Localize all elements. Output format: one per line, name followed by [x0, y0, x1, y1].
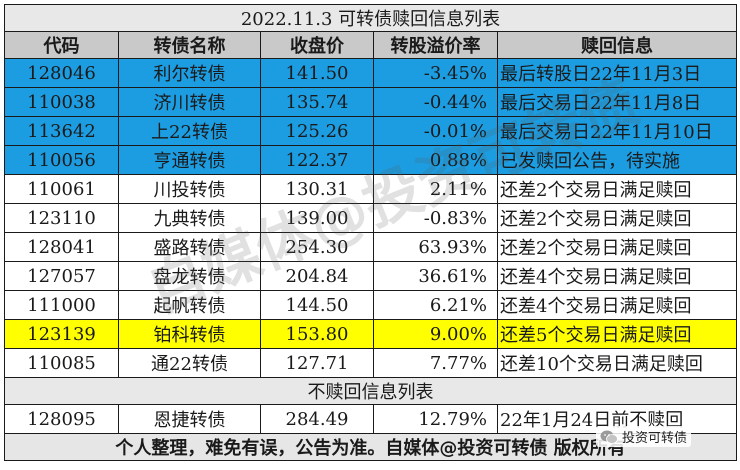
- cell-code: 128046: [4, 58, 119, 88]
- table-title: 2022.11.3 可转债赎回信息列表: [3, 4, 738, 32]
- cell-code: 110038: [4, 87, 119, 117]
- table-row: 128095 恩捷转债 284.49 12.79% 22年1月24日前不赎回: [4, 404, 738, 434]
- redeem-info-sheet: 2022.11.3 可转债赎回信息列表 代码 转债名称 收盘价 转股溢价率 赎回…: [3, 4, 738, 461]
- cell-code: 123139: [4, 319, 119, 349]
- header-code: 代码: [4, 31, 119, 59]
- cell-price: 135.74: [260, 87, 374, 117]
- cell-code: 110056: [4, 145, 119, 175]
- redeem-table: 2022.11.3 可转债赎回信息列表 代码 转债名称 收盘价 转股溢价率 赎回…: [3, 4, 738, 461]
- cell-premium: 12.79%: [373, 404, 498, 434]
- table-row: 110038 济川转债 135.74 -0.44% 最后交易日22年11月8日: [4, 87, 738, 117]
- cell-info: 最后交易日22年11月8日: [496, 87, 738, 117]
- no-redeem-section-row: 不赎回信息列表: [3, 377, 738, 405]
- cell-info: 还差10个交易日满足赎回: [496, 348, 738, 378]
- cell-code: 111000: [4, 290, 119, 320]
- badge-label: 投资可转债: [622, 431, 688, 446]
- cell-premium: -3.45%: [373, 58, 498, 88]
- cell-name: 济川转债: [118, 87, 261, 117]
- cell-info: 最后转股日22年11月3日: [496, 58, 738, 88]
- cell-info: 已发赎回公告，待实施: [496, 145, 738, 175]
- cell-name: 恩捷转债: [118, 404, 261, 434]
- cell-code: 110061: [4, 174, 119, 204]
- cell-premium: -0.83%: [373, 203, 498, 233]
- cell-info: 还差2个交易日满足赎回: [496, 174, 738, 204]
- header-name: 转债名称: [118, 31, 261, 59]
- cell-price: 284.49: [260, 404, 374, 434]
- cell-name: 利尔转债: [118, 58, 261, 88]
- cell-name: 起帆转债: [118, 290, 261, 320]
- cell-name: 盛路转债: [118, 232, 261, 262]
- table-row: 123139 铂科转债 153.80 9.00% 还差5个交易日满足赎回: [4, 319, 738, 349]
- table-row: 110061 川投转债 130.31 2.11% 还差2个交易日满足赎回: [4, 174, 738, 204]
- no-redeem-title: 不赎回信息列表: [3, 377, 738, 405]
- table-row: 123110 九典转债 139.00 -0.83% 还差2个交易日满足赎回: [4, 203, 738, 233]
- cell-name: 亨通转债: [118, 145, 261, 175]
- cell-premium: 2.11%: [373, 174, 498, 204]
- cell-code: 123110: [4, 203, 119, 233]
- cell-code: 113642: [4, 116, 119, 146]
- table-row: 110056 亨通转债 122.37 0.88% 已发赎回公告，待实施: [4, 145, 738, 175]
- cell-name: 通22转债: [118, 348, 261, 378]
- cell-price: 144.50: [260, 290, 374, 320]
- cell-info: 还差4个交易日满足赎回: [496, 290, 738, 320]
- cell-premium: 6.21%: [373, 290, 498, 320]
- cell-price: 204.84: [260, 261, 374, 291]
- cell-premium: 63.93%: [373, 232, 498, 262]
- cell-price: 127.71: [260, 348, 374, 378]
- cell-premium: 9.00%: [373, 319, 498, 349]
- header-premium: 转股溢价率: [373, 31, 498, 59]
- cell-code: 110085: [4, 348, 119, 378]
- cell-info: 还差5个交易日满足赎回: [496, 319, 738, 349]
- table-row: 127057 盘龙转债 204.84 36.61% 还差4个交易日满足赎回: [4, 261, 738, 291]
- table-row: 128041 盛路转债 254.30 63.93% 还差2个交易日满足赎回: [4, 232, 738, 262]
- cell-premium: 7.77%: [373, 348, 498, 378]
- cell-premium: 0.88%: [373, 145, 498, 175]
- cell-price: 141.50: [260, 58, 374, 88]
- cell-info: 还差2个交易日满足赎回: [496, 203, 738, 233]
- cell-code: 127057: [4, 261, 119, 291]
- cell-code: 128041: [4, 232, 119, 262]
- header-price: 收盘价: [260, 31, 374, 59]
- table-row: 128046 利尔转债 141.50 -3.45% 最后转股日22年11月3日: [4, 58, 738, 88]
- cell-name: 铂科转债: [118, 319, 261, 349]
- cell-info: 还差4个交易日满足赎回: [496, 261, 738, 291]
- cell-price: 153.80: [260, 319, 374, 349]
- cell-name: 九典转债: [118, 203, 261, 233]
- cell-name: 上22转债: [118, 116, 261, 146]
- cell-price: 125.26: [260, 116, 374, 146]
- table-row: 111000 起帆转债 144.50 6.21% 还差4个交易日满足赎回: [4, 290, 738, 320]
- cell-price: 254.30: [260, 232, 374, 262]
- cell-name: 盘龙转债: [118, 261, 261, 291]
- cell-code: 128095: [4, 404, 119, 434]
- table-row: 110085 通22转债 127.71 7.77% 还差10个交易日满足赎回: [4, 348, 738, 378]
- cell-info: 最后交易日22年11月10日: [496, 116, 738, 146]
- cell-price: 130.31: [260, 174, 374, 204]
- cell-name: 川投转债: [118, 174, 261, 204]
- cell-info: 还差2个交易日满足赎回: [496, 232, 738, 262]
- header-row: 代码 转债名称 收盘价 转股溢价率 赎回信息: [4, 31, 738, 59]
- table-row: 113642 上22转债 125.26 -0.01% 最后交易日22年11月10…: [4, 116, 738, 146]
- header-info: 赎回信息: [496, 31, 738, 59]
- cell-premium: -0.01%: [373, 116, 498, 146]
- cell-premium: -0.44%: [373, 87, 498, 117]
- wechat-icon: [600, 429, 618, 445]
- cell-price: 122.37: [260, 145, 374, 175]
- source-badge: 投资可转债: [596, 426, 692, 447]
- cell-price: 139.00: [260, 203, 374, 233]
- cell-premium: 36.61%: [373, 261, 498, 291]
